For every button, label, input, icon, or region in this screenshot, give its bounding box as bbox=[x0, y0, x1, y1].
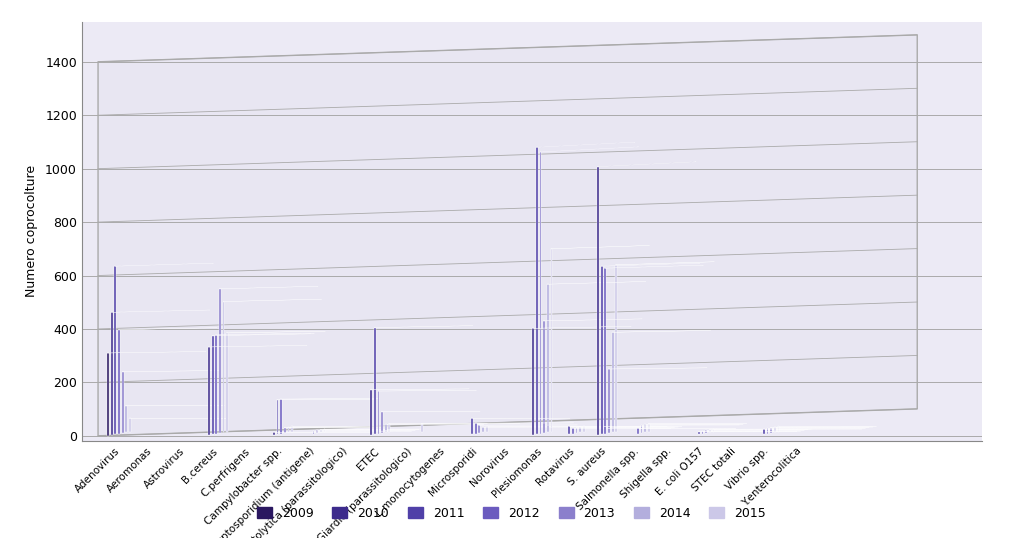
Polygon shape bbox=[608, 368, 707, 369]
Polygon shape bbox=[597, 162, 697, 167]
Polygon shape bbox=[377, 390, 477, 391]
Polygon shape bbox=[118, 328, 217, 330]
Bar bbox=[482, 427, 484, 433]
Polygon shape bbox=[373, 325, 473, 328]
Bar bbox=[550, 249, 552, 432]
Polygon shape bbox=[219, 286, 318, 289]
Bar bbox=[616, 265, 617, 432]
Bar bbox=[129, 419, 131, 432]
Bar bbox=[648, 424, 650, 432]
Bar bbox=[579, 427, 581, 433]
Bar bbox=[126, 406, 127, 433]
Bar bbox=[107, 353, 108, 436]
Bar bbox=[605, 268, 607, 434]
Bar bbox=[543, 321, 545, 433]
Bar bbox=[284, 428, 285, 433]
Bar bbox=[377, 391, 380, 434]
Bar bbox=[612, 332, 614, 433]
Bar bbox=[323, 429, 325, 432]
Bar bbox=[472, 419, 473, 435]
Polygon shape bbox=[550, 245, 650, 249]
Bar bbox=[770, 428, 772, 433]
Bar bbox=[420, 424, 422, 432]
Bar bbox=[698, 432, 700, 435]
Bar bbox=[569, 427, 570, 435]
Bar bbox=[547, 284, 548, 433]
Bar bbox=[313, 431, 314, 434]
Bar bbox=[706, 430, 707, 433]
Bar bbox=[316, 430, 318, 433]
Polygon shape bbox=[616, 262, 714, 265]
Bar bbox=[702, 431, 704, 434]
Polygon shape bbox=[223, 299, 322, 301]
Polygon shape bbox=[532, 327, 631, 328]
Polygon shape bbox=[547, 281, 646, 284]
Bar bbox=[773, 427, 775, 433]
Bar bbox=[576, 428, 577, 433]
Bar bbox=[292, 427, 293, 432]
Bar bbox=[637, 428, 638, 434]
Bar bbox=[572, 428, 574, 434]
Legend: 2009, 2010, 2011, 2012, 2013, 2014, 2015: 2009, 2010, 2011, 2012, 2013, 2014, 2015 bbox=[251, 501, 772, 526]
Bar bbox=[640, 425, 642, 433]
Polygon shape bbox=[601, 263, 700, 266]
Bar bbox=[216, 335, 217, 434]
Bar bbox=[122, 372, 124, 433]
Bar bbox=[601, 266, 603, 435]
Bar bbox=[287, 427, 290, 433]
Bar bbox=[479, 425, 480, 433]
Bar bbox=[644, 424, 646, 433]
Polygon shape bbox=[276, 399, 375, 400]
Polygon shape bbox=[612, 330, 711, 332]
Bar bbox=[597, 167, 598, 435]
Bar bbox=[766, 428, 768, 434]
Bar bbox=[763, 429, 764, 435]
Bar bbox=[777, 427, 780, 432]
Bar bbox=[208, 347, 210, 435]
Polygon shape bbox=[226, 331, 325, 333]
Bar bbox=[382, 412, 383, 433]
Polygon shape bbox=[122, 371, 221, 372]
Bar bbox=[475, 423, 477, 434]
Polygon shape bbox=[605, 265, 704, 268]
Bar bbox=[118, 330, 120, 434]
Bar bbox=[709, 430, 711, 433]
Bar bbox=[219, 289, 221, 433]
Bar bbox=[536, 147, 538, 435]
Bar bbox=[532, 328, 534, 435]
Bar bbox=[373, 328, 375, 435]
Bar bbox=[223, 301, 224, 433]
Bar bbox=[539, 152, 541, 434]
Polygon shape bbox=[110, 310, 210, 312]
Bar bbox=[110, 312, 113, 435]
Bar bbox=[389, 424, 390, 432]
Bar bbox=[280, 399, 282, 434]
Bar bbox=[385, 424, 387, 433]
Bar bbox=[370, 390, 372, 435]
Polygon shape bbox=[536, 142, 635, 147]
Bar bbox=[226, 333, 228, 432]
Bar bbox=[486, 427, 488, 432]
Polygon shape bbox=[539, 147, 638, 152]
Bar bbox=[608, 369, 610, 433]
Y-axis label: Numero coprocolture: Numero coprocolture bbox=[26, 165, 38, 298]
Polygon shape bbox=[98, 35, 918, 436]
Bar bbox=[320, 430, 322, 433]
Polygon shape bbox=[212, 334, 311, 336]
Polygon shape bbox=[543, 319, 642, 321]
Bar bbox=[583, 427, 585, 432]
Bar bbox=[276, 400, 278, 435]
Polygon shape bbox=[370, 389, 470, 390]
Bar bbox=[713, 429, 714, 432]
Bar bbox=[115, 266, 117, 435]
Polygon shape bbox=[115, 263, 214, 266]
Polygon shape bbox=[107, 351, 207, 353]
Polygon shape bbox=[208, 345, 307, 347]
Polygon shape bbox=[216, 333, 314, 335]
Bar bbox=[212, 336, 214, 435]
Bar bbox=[273, 433, 275, 435]
